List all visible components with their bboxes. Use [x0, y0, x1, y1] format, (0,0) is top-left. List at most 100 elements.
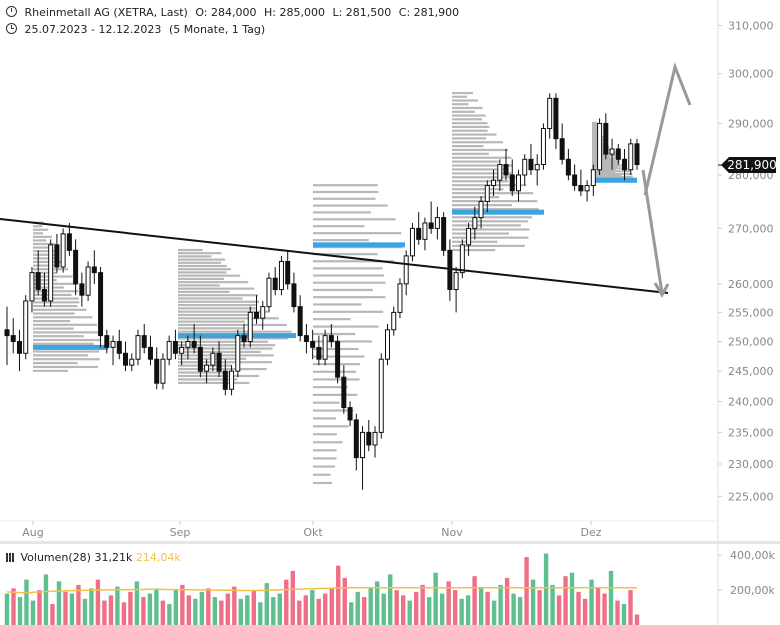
- candle-body: [172, 340, 178, 354]
- y-tick-label: 310,000: [728, 19, 774, 32]
- profile-bar: [452, 240, 498, 243]
- candle: [547, 93, 553, 139]
- candle-body: [35, 272, 41, 291]
- candle-body: [60, 233, 66, 268]
- candle-body: [403, 255, 409, 285]
- profile-bar: [452, 122, 488, 125]
- profile-bar: [178, 310, 269, 313]
- date-range: 25.07.2023 - 12.12.2023: [24, 23, 162, 36]
- volume-bar: [342, 577, 347, 625]
- candle-body: [515, 174, 521, 192]
- profile-bar: [313, 378, 360, 381]
- profile-bar: [452, 244, 525, 248]
- candle: [197, 335, 203, 378]
- profile-bar: [178, 252, 222, 255]
- candle: [534, 154, 540, 186]
- volume-bar: [134, 581, 140, 625]
- candle-body: [166, 340, 172, 360]
- profile-bar: [33, 316, 93, 319]
- candle: [179, 341, 185, 366]
- profile-bar: [178, 330, 292, 333]
- volume-bar: [530, 579, 536, 625]
- volume-bar: [576, 591, 581, 625]
- candle-body: [335, 340, 341, 378]
- candle: [353, 413, 359, 471]
- volume-bar: [446, 581, 451, 625]
- profile-bar: [178, 354, 274, 357]
- candle: [553, 93, 559, 149]
- profile-bar: [313, 218, 396, 221]
- candle-body: [104, 335, 110, 348]
- volume-bar: [381, 593, 386, 625]
- candle: [466, 222, 472, 256]
- info-icon[interactable]: [6, 6, 17, 17]
- candle: [622, 148, 628, 181]
- volume-average-line: [6, 586, 637, 594]
- candle-body: [522, 158, 528, 176]
- profile-bar: [452, 180, 509, 183]
- volume-bar: [368, 588, 373, 625]
- y-tick-label: 235,000: [728, 426, 774, 439]
- candle: [254, 295, 260, 324]
- candle: [528, 143, 534, 175]
- forecast-arrow-down: [641, 169, 664, 294]
- profile-bar: [178, 337, 288, 340]
- candle-body: [547, 97, 553, 130]
- candle: [497, 159, 503, 191]
- volume-bar: [478, 588, 484, 625]
- profile-bar: [313, 267, 383, 270]
- volume-bar: [225, 593, 231, 625]
- candle-body: [503, 164, 509, 176]
- candle-body: [609, 148, 615, 155]
- y-tick-label: 225,000: [728, 490, 774, 503]
- candle-body: [191, 340, 197, 348]
- candle-body: [590, 169, 596, 187]
- candle: [35, 250, 41, 296]
- candle: [266, 272, 272, 313]
- chart-header: Rheinmetall AG (XETRA, Last) O: 284,000 …: [6, 5, 463, 19]
- candle: [123, 341, 129, 372]
- profile-bar: [33, 257, 59, 260]
- candle: [335, 335, 341, 384]
- profile-bar: [452, 110, 475, 113]
- profile-bar: [313, 481, 332, 485]
- candle: [628, 138, 634, 175]
- profile-bar: [178, 313, 253, 317]
- profile-bar: [33, 358, 100, 361]
- volume-average: 214,04k: [135, 551, 181, 564]
- volume-bar: [284, 579, 289, 625]
- y-tick-label: 290,000: [728, 117, 774, 130]
- profile-bar: [592, 130, 599, 133]
- volume-bar: [173, 590, 179, 625]
- candle-body: [384, 329, 390, 360]
- profile-bar: [33, 297, 79, 300]
- profile-bar: [313, 274, 384, 277]
- profile-bar: [33, 253, 57, 256]
- candle: [16, 329, 22, 372]
- profile-bar: [313, 401, 340, 404]
- candle: [73, 239, 79, 296]
- profile-bar: [33, 350, 100, 353]
- pane-separator: [0, 541, 780, 544]
- profile-bar: [592, 164, 624, 167]
- candle-body: [347, 407, 353, 421]
- candle-body: [204, 364, 210, 372]
- candle-body: [179, 346, 185, 354]
- volume-bar: [504, 577, 510, 625]
- profile-bar: [178, 320, 245, 323]
- volume-bar: [336, 565, 341, 625]
- profile-bar: [33, 369, 68, 372]
- profile-bar: [313, 433, 337, 436]
- candle-body: [316, 346, 322, 360]
- volume-bar: [407, 600, 412, 625]
- volume-bar: [433, 572, 438, 625]
- candle: [609, 138, 615, 170]
- candle-body: [341, 376, 347, 409]
- volume-bar: [472, 576, 477, 625]
- volume-bar: [511, 593, 516, 625]
- candle-body: [397, 283, 403, 313]
- candle-body: [98, 272, 104, 337]
- candle-body: [559, 138, 565, 160]
- profile-bar: [313, 393, 358, 396]
